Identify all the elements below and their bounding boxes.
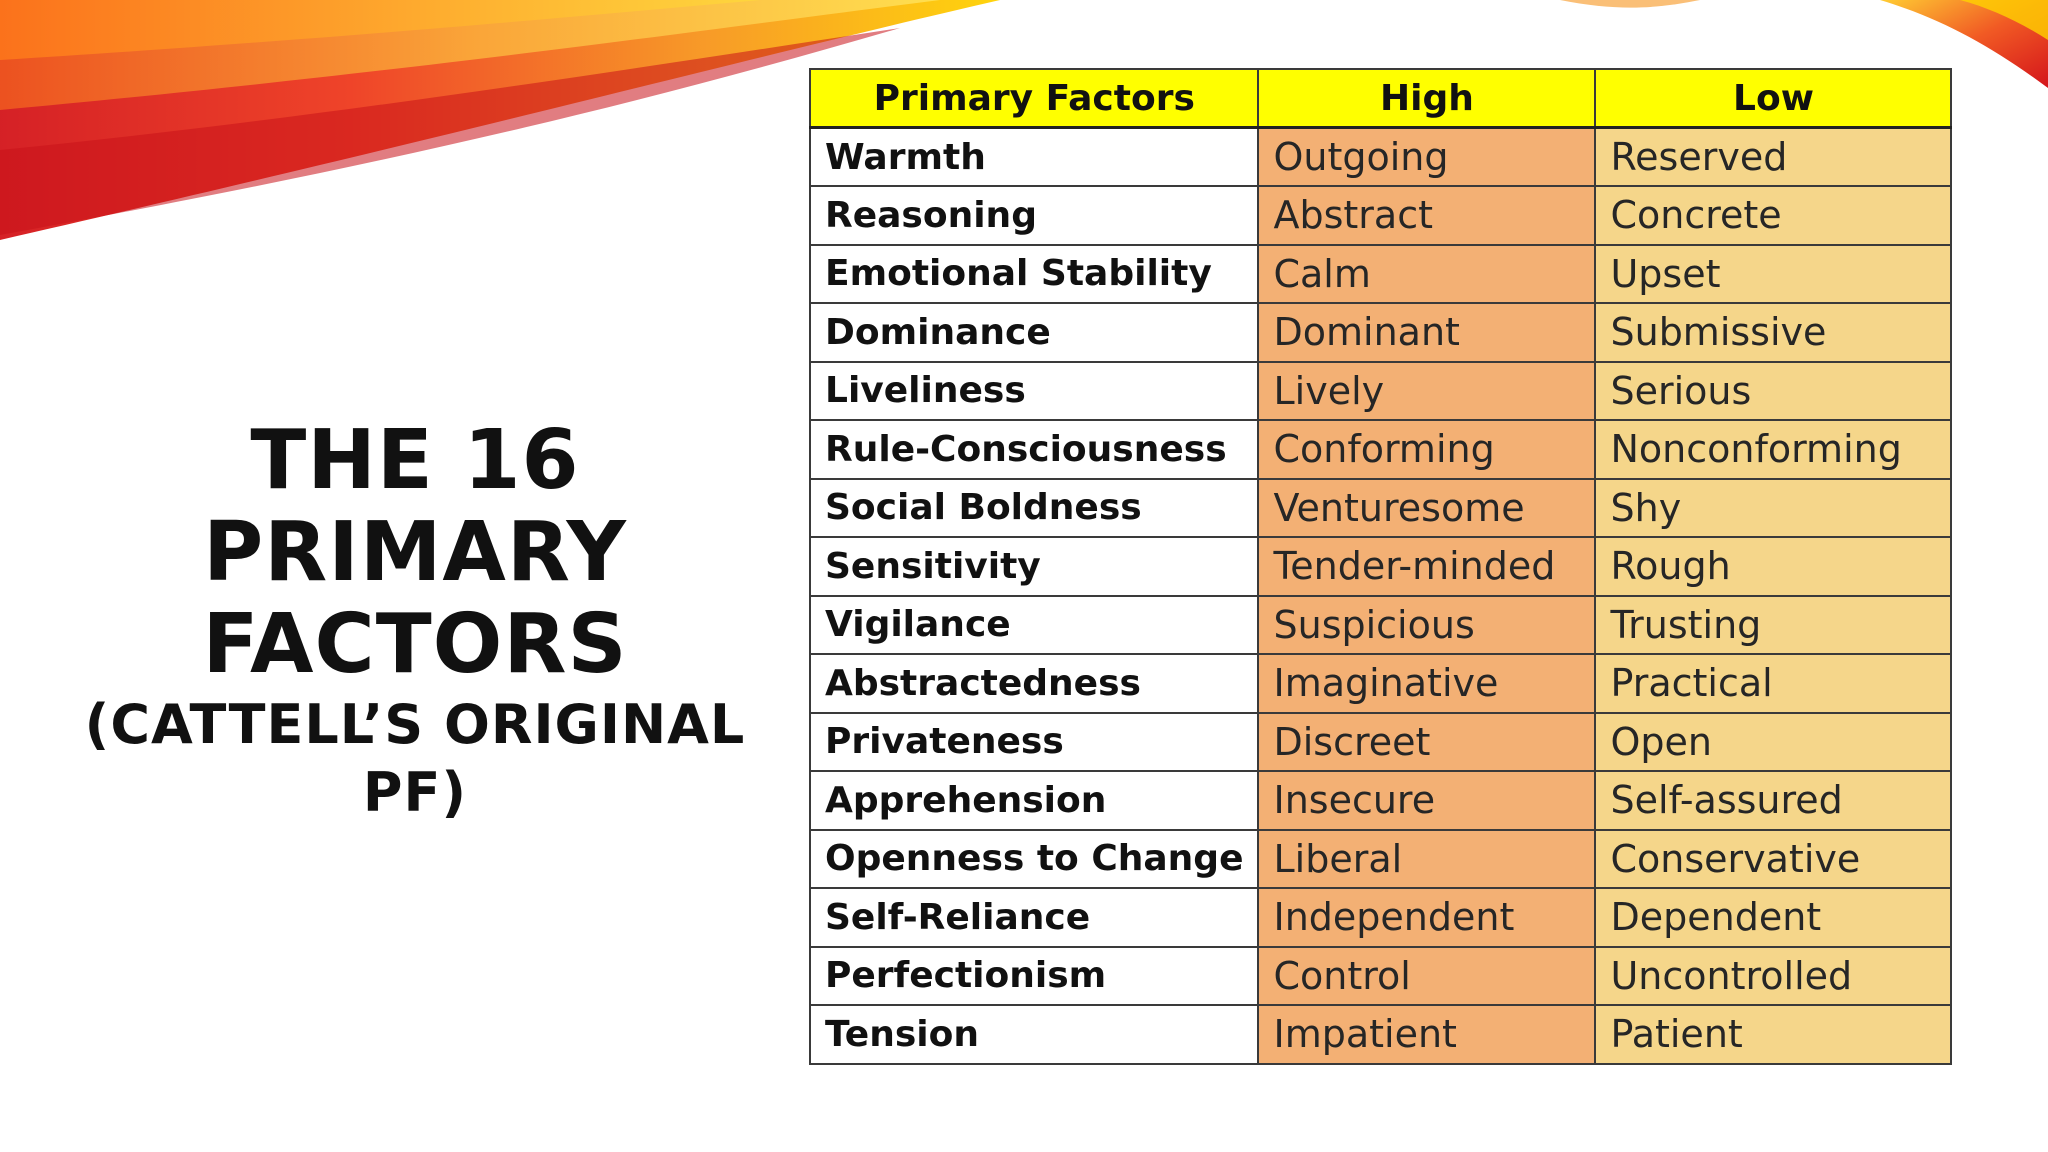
high-cell: Conforming <box>1257 419 1597 480</box>
factor-cell: Rule-Consciousness <box>808 419 1260 480</box>
table-row: Sensitivity Tender-minded Rough <box>808 536 1953 597</box>
high-cell: Venturesome <box>1257 477 1597 538</box>
factor-cell: Social Boldness <box>808 477 1260 538</box>
low-cell: Shy <box>1594 477 1953 538</box>
table-row: Vigilance Suspicious Trusting <box>808 594 1953 655</box>
high-cell: Tender-minded <box>1257 536 1597 597</box>
table-header-row: Primary Factors High Low <box>808 68 1953 129</box>
factor-cell: Emotional Stability <box>808 243 1260 304</box>
table-row: Rule-Consciousness Conforming Nonconform… <box>808 419 1953 480</box>
table-row: Liveliness Lively Serious <box>808 360 1953 421</box>
low-cell: Patient <box>1594 1004 1953 1065</box>
low-cell: Rough <box>1594 536 1953 597</box>
table-row: Self-Reliance Independent Dependent <box>808 887 1953 948</box>
factor-cell: Vigilance <box>808 594 1260 655</box>
slide-subtitle: (CATTELL’S ORIGINAL PF) <box>84 693 746 824</box>
low-cell: Upset <box>1594 243 1953 304</box>
factor-cell: Sensitivity <box>808 536 1260 597</box>
table-row: Emotional Stability Calm Upset <box>808 243 1953 304</box>
factor-cell: Tension <box>808 1004 1260 1065</box>
low-cell: Nonconforming <box>1594 419 1953 480</box>
high-cell: Calm <box>1257 243 1597 304</box>
low-cell: Open <box>1594 711 1953 772</box>
low-cell: Trusting <box>1594 594 1953 655</box>
low-cell: Conservative <box>1594 828 1953 889</box>
low-cell: Reserved <box>1594 126 1953 187</box>
high-cell: Abstract <box>1257 185 1597 246</box>
high-cell: Outgoing <box>1257 126 1597 187</box>
factor-cell: Perfectionism <box>808 945 1260 1006</box>
factor-cell: Self-Reliance <box>808 887 1260 948</box>
high-cell: Control <box>1257 945 1597 1006</box>
low-cell: Practical <box>1594 653 1953 714</box>
header-high: High <box>1257 68 1597 129</box>
table-row: Dominance Dominant Submissive <box>808 302 1953 363</box>
low-cell: Submissive <box>1594 302 1953 363</box>
table-row: Warmth Outgoing Reserved <box>808 126 1953 187</box>
primary-factors-table: Primary Factors High Low Warmth Outgoing… <box>808 68 1953 1065</box>
factor-cell: Abstractedness <box>808 653 1260 714</box>
factor-cell: Apprehension <box>808 770 1260 831</box>
factor-cell: Privateness <box>808 711 1260 772</box>
low-cell: Uncontrolled <box>1594 945 1953 1006</box>
table-row: Apprehension Insecure Self-assured <box>808 770 1953 831</box>
low-cell: Concrete <box>1594 185 1953 246</box>
low-cell: Self-assured <box>1594 770 1953 831</box>
high-cell: Imaginative <box>1257 653 1597 714</box>
factor-cell: Dominance <box>808 302 1260 363</box>
low-cell: Dependent <box>1594 887 1953 948</box>
high-cell: Liberal <box>1257 828 1597 889</box>
factor-cell: Openness to Change <box>808 828 1260 889</box>
table-row: Openness to Change Liberal Conservative <box>808 828 1953 889</box>
high-cell: Dominant <box>1257 302 1597 363</box>
high-cell: Insecure <box>1257 770 1597 831</box>
high-cell: Independent <box>1257 887 1597 948</box>
table-row: Social Boldness Venturesome Shy <box>808 477 1953 538</box>
factor-cell: Liveliness <box>808 360 1260 421</box>
header-low: Low <box>1594 68 1953 129</box>
table-row: Tension Impatient Patient <box>808 1004 1953 1065</box>
header-primary-factors: Primary Factors <box>808 68 1260 129</box>
table-row: Privateness Discreet Open <box>808 711 1953 772</box>
high-cell: Impatient <box>1257 1004 1597 1065</box>
high-cell: Lively <box>1257 360 1597 421</box>
factor-cell: Reasoning <box>808 185 1260 246</box>
slide-title-block: THE 16 PRIMARY FACTORS (CATTELL’S ORIGIN… <box>40 415 790 827</box>
low-cell: Serious <box>1594 360 1953 421</box>
table-row: Perfectionism Control Uncontrolled <box>808 945 1953 1006</box>
factor-cell: Warmth <box>808 126 1260 187</box>
slide-title-line-2: FACTORS <box>202 597 628 692</box>
table-row: Abstractedness Imaginative Practical <box>808 653 1953 714</box>
slide-title-line-1: THE 16 PRIMARY <box>203 413 627 600</box>
table-row: Reasoning Abstract Concrete <box>808 185 1953 246</box>
high-cell: Discreet <box>1257 711 1597 772</box>
high-cell: Suspicious <box>1257 594 1597 655</box>
